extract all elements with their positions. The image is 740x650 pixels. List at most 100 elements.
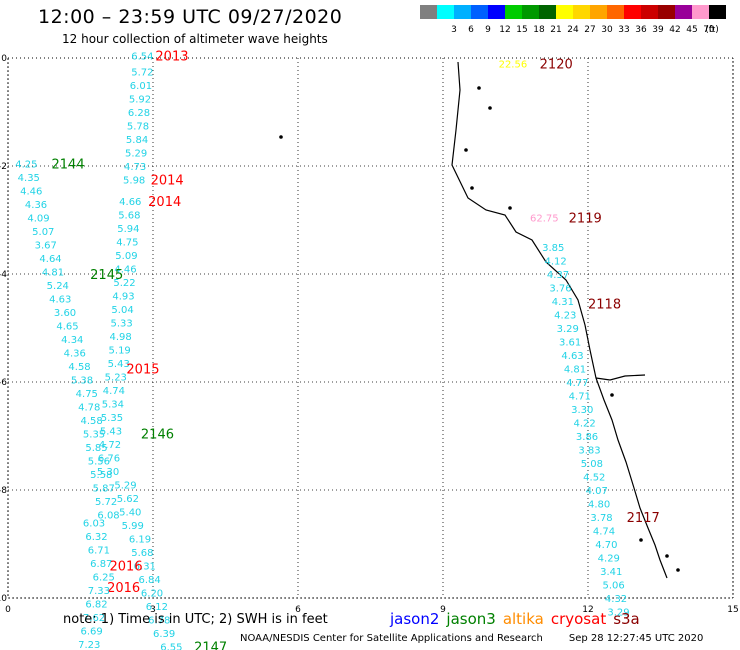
wave-height-reading: 4.58 [81,416,103,427]
credit-source: NOAA/NESDIS Center for Satellite Applica… [240,633,543,644]
x-tick-label: 0 [5,605,11,615]
scale-swatch [556,5,573,19]
scale-swatch [454,5,471,19]
wave-height-reading: 5.58 [90,470,112,481]
wave-height-reading: 6.54 [131,51,153,62]
wave-height-reading: 5.68 [118,211,140,222]
wave-height-reading: 3.85 [542,243,564,254]
scale-tick-label: 9 [485,25,491,35]
wave-height-reading: 4.63 [561,351,583,362]
wave-height-reading: 4.36 [25,200,47,211]
wave-height-reading: 4.29 [598,554,620,565]
wave-height-reading: 4.32 [605,594,627,605]
wave-height-reading: 6.87 [90,559,112,570]
wave-height-reading: 5.04 [111,305,133,316]
map-subtitle: 12 hour collection of altimeter wave hei… [62,32,328,46]
wave-height-reading: 7.23 [78,640,100,650]
wave-height-reading: 6.32 [85,532,107,543]
wave-height-reading: 5.92 [129,95,151,106]
wave-height-reading: 5.56 [88,456,110,467]
scale-swatch [505,5,522,19]
wave-height-color-scale: 3 6 9 12 15 18 21 24 27 30 33 36 39 42 45 70(ft) [420,5,726,35]
wave-height-reading: 4.73 [124,162,146,173]
wave-height-reading: 5.40 [119,508,141,519]
wave-height-reading: 4.37 [547,270,569,281]
scale-tick-label: 45 [686,25,697,35]
wave-height-reading: 5.78 [127,122,149,133]
wave-height-reading: 5.24 [47,281,69,292]
wave-height-reading: 4.46 [114,265,136,276]
footnote: note: 1) Time is in UTC; 2) SWH is in fe… [63,612,328,627]
wave-height-reading: 3.61 [559,338,581,349]
island [488,106,492,110]
wave-height-reading: 4.63 [49,294,71,305]
wave-height-reading: 5.08 [581,459,603,470]
wave-height-reading: 6.78 [148,616,170,627]
pass-time-label: 2117 [627,511,660,526]
pass-time-label: 2120 [540,57,573,72]
wave-height-reading: 7.33 [88,586,110,597]
legend-s3a: s3a [613,610,640,628]
axis-tick-labels: 0 3 6 9 12 15 0 -2 -4 -6 -8 -10 [0,54,739,615]
wave-height-reading: 4.34 [61,335,83,346]
wave-height-reading: 6.01 [130,81,152,92]
scale-unit: (ft) [705,25,719,35]
pass-time-label: 2146 [141,427,174,442]
wave-height-reading: 5.06 [603,581,625,592]
wave-height-reading: 4.78 [78,402,100,413]
scale-swatch [658,5,675,19]
wave-height-reading: 5.30 [97,467,119,478]
wave-height-reading: 3.67 [35,240,57,251]
scale-tick-label: 33 [618,25,629,35]
wave-height-reading: 6.08 [97,510,119,521]
wave-height-reading: 5.29 [114,481,136,492]
legend-jason2: jason2 [390,610,440,628]
satellite-tracks: 6.54 5.72 6.01 5.92 6.28 5.78 5.84 5.29 4.73 5.98… [15,49,660,650]
coastline-path [451,61,668,579]
island [610,393,614,397]
wave-height-reading: 4.22 [574,419,596,430]
wave-height-reading: 4.12 [545,257,567,268]
scale-swatch [471,5,488,19]
wave-height-reading: 5.09 [115,251,137,262]
wave-height-reading: 6.19 [129,535,151,546]
wave-height-reading: 3.41 [600,567,622,578]
island [508,206,512,210]
coastline [279,61,680,579]
island [464,148,468,152]
wave-height-reading: 4.35 [18,173,40,184]
wave-height-reading: 5.22 [113,278,135,289]
wave-height-reading: 5.07 [32,227,54,238]
wave-height-reading: 4.70 [595,540,617,551]
scale-tick-label: 6 [468,25,474,35]
y-tick-label: -8 [0,486,7,496]
satellite-track: 4.25 4.35 4.46 4.36 4.09 5.07 3.67 4.64 4.81 5.24… [15,157,227,650]
wave-height-reading: 4.74 [103,386,125,397]
x-tick-label: 6 [295,605,301,615]
wave-height-reading: 6.55 [160,643,182,650]
legend-jason3: jason3 [446,610,496,628]
wave-height-reading: 5.87 [93,483,115,494]
wave-height-reading: 6.84 [139,575,161,586]
y-tick-label: -6 [0,378,7,388]
scale-tick-label: 30 [601,25,613,35]
wave-height-reading: 4.74 [593,527,615,538]
wave-height-reading: 5.62 [117,494,139,505]
wave-height-reading: 6.39 [153,629,175,640]
wave-height-reading: 4.98 [110,332,132,343]
scale-swatch [539,5,556,19]
wave-height-reading: 5.68 [131,548,153,559]
wave-height-reading: 22.56 [499,59,528,70]
scale-tick-label: 21 [550,25,561,35]
scale-swatch [607,5,624,19]
wave-height-reading: 5.29 [125,149,147,160]
island [470,186,474,190]
wave-height-reading: 6.20 [141,589,163,600]
island [676,568,680,572]
wave-height-reading: 5.38 [71,375,93,386]
wave-height-reading: 4.81 [564,365,586,376]
scale-swatch [624,5,641,19]
wave-height-reading: 6.31 [134,562,156,573]
wave-height-reading: 4.75 [76,389,98,400]
